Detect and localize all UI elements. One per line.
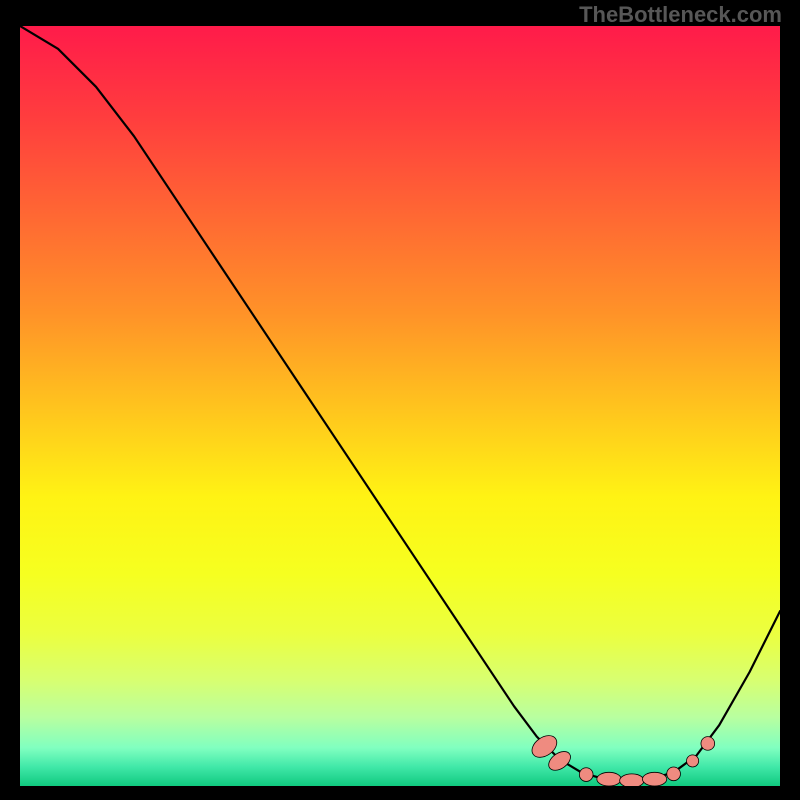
marker-point xyxy=(667,767,681,781)
marker-point xyxy=(620,774,644,786)
marker-point xyxy=(687,755,699,767)
marker-point xyxy=(642,772,666,786)
marker-point xyxy=(597,772,621,786)
chart-svg xyxy=(20,26,780,786)
gradient-background xyxy=(20,26,780,786)
marker-point xyxy=(701,737,715,751)
plot-area xyxy=(20,26,780,786)
chart-container: TheBottleneck.com xyxy=(0,0,800,800)
watermark-text: TheBottleneck.com xyxy=(579,2,782,28)
marker-point xyxy=(579,768,593,782)
